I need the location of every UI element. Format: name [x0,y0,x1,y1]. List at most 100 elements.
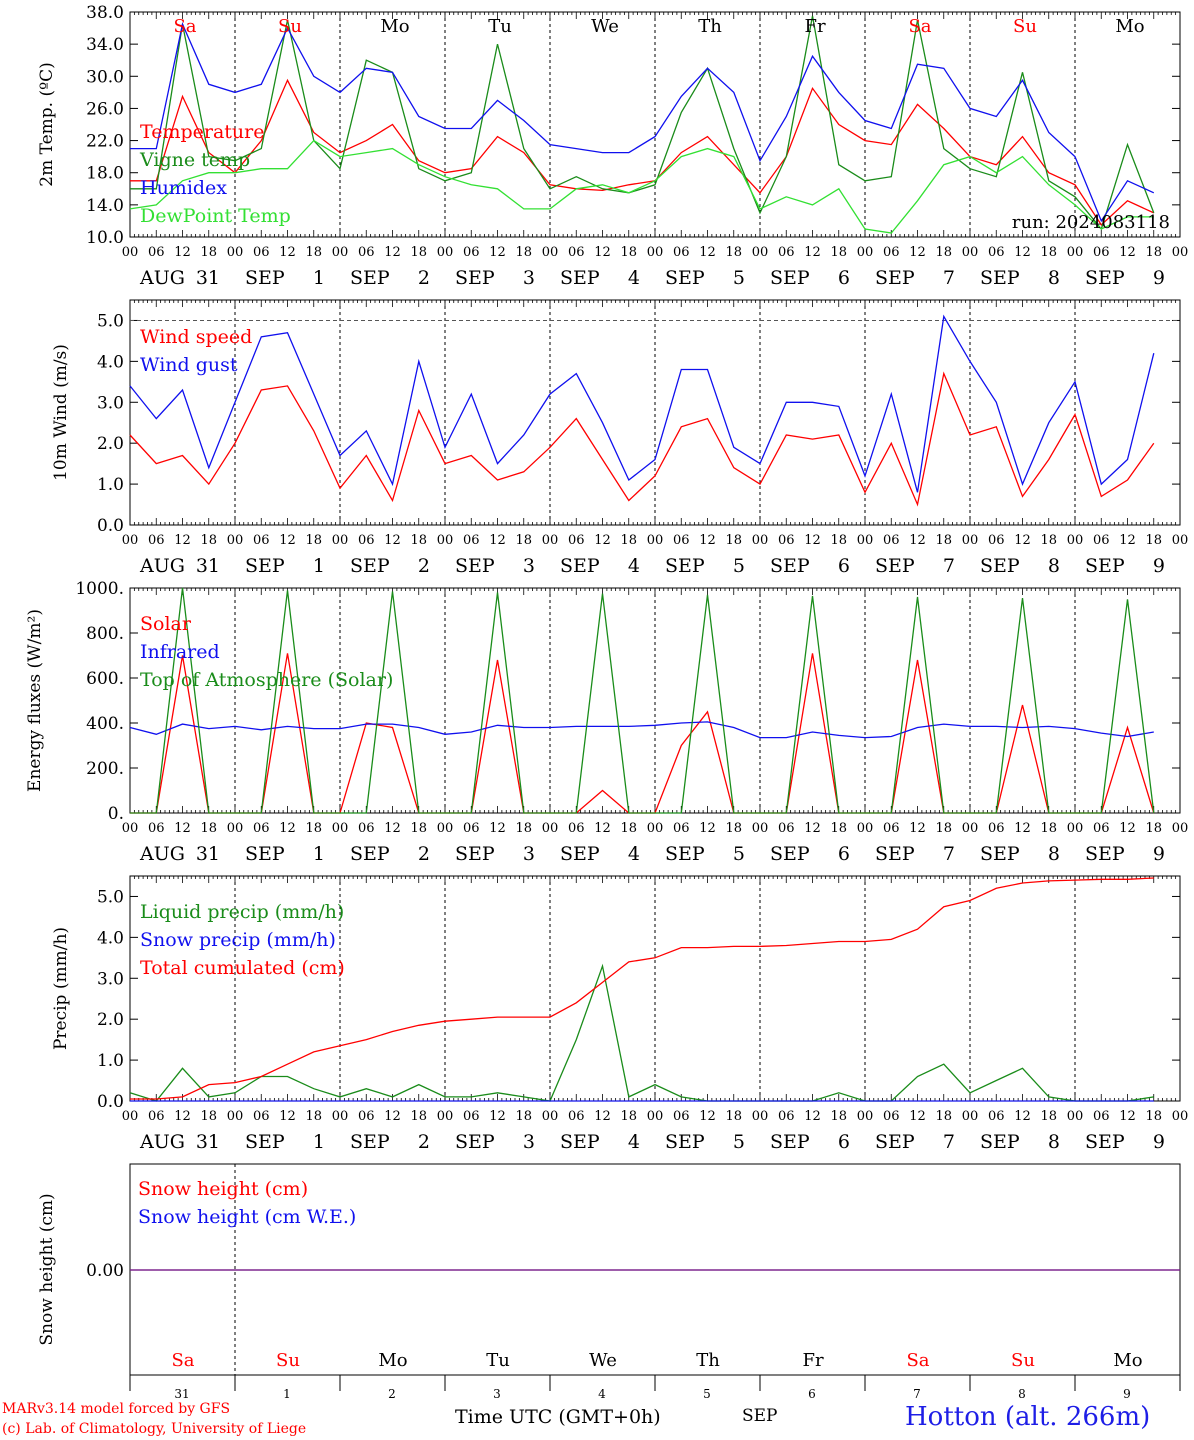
day-number: 8 [1018,1387,1026,1401]
day-name: Mo [1113,1350,1142,1371]
hour-label: 00 [542,245,559,260]
y-tick-label: 38.0 [86,3,124,23]
hour-label: 18 [620,533,637,548]
hour-label: 06 [673,533,690,548]
hour-label: 12 [384,1109,401,1124]
hour-label: 00 [227,821,244,836]
date-month-label: SEP [665,1131,705,1153]
panel-4 [129,875,1181,1102]
date-day-label: 9 [1153,555,1165,577]
hour-label: 00 [122,1109,139,1124]
hour-label: 00 [962,533,979,548]
hour-label: 18 [200,533,217,548]
legend-entry: Wind gust [140,354,238,376]
date-month-label: SEP [770,267,810,289]
hour-label: 12 [699,821,716,836]
run-annotation: run: 2024083118 [1012,212,1170,233]
y-tick-label: 22.0 [86,132,124,152]
hour-label: 18 [725,533,742,548]
y-tick-label: 200. [86,759,124,779]
hour-label: 12 [909,1109,926,1124]
hour-label: 12 [174,245,191,260]
hour-label: 18 [410,821,427,836]
hour-label: 00 [857,245,874,260]
y-tick-label: 3.0 [97,393,124,413]
y-tick-label: 400. [86,714,124,734]
legend-entry: DewPoint Temp [140,205,291,227]
hour-label: 06 [778,533,795,548]
hour-label: 12 [489,533,506,548]
time-axis-title: Time UTC (GMT+0h) [455,1406,661,1428]
hour-label: 06 [568,245,585,260]
hour-label: 00 [122,245,139,260]
legend-entry: Snow height (cm) [138,1178,308,1200]
date-month-label: SEP [560,555,600,577]
series-line [130,15,1155,231]
date-month-label: SEP [560,843,600,865]
hour-label: 00 [332,821,349,836]
hour-label: 18 [935,1109,952,1124]
date-month-label: SEP [665,267,705,289]
legend-entry: Total cumulated (cm) [140,957,345,979]
hour-label: 00 [227,245,244,260]
date-day-label: 1 [313,843,325,865]
hour-label: 12 [489,245,506,260]
hour-label: 18 [1040,245,1057,260]
hour-label: 06 [253,533,270,548]
day-number: 4 [598,1387,606,1401]
hour-label: 06 [883,821,900,836]
hour-label: 00 [1172,533,1189,548]
hour-label: 12 [594,1109,611,1124]
station-name: Hotton (alt. 266m) [905,1402,1151,1432]
date-month-label: AUG [139,843,185,865]
hour-label: 12 [804,245,821,260]
hour-label: 00 [1067,245,1084,260]
series-line [129,314,1155,493]
y-tick-label: 30.0 [86,67,124,87]
hour-label: 00 [227,533,244,548]
day-name: Th [696,1350,720,1371]
legend-entry: Infrared [140,641,220,663]
date-day-label: 1 [313,555,325,577]
hour-label: 00 [647,245,664,260]
date-day-label: 5 [733,267,745,289]
y-tick-label: 26.0 [86,99,124,119]
hour-label: 06 [673,1109,690,1124]
hour-label: 12 [384,245,401,260]
date-month-label: SEP [350,843,390,865]
date-month-label: SEP [980,555,1020,577]
hour-label: 18 [305,821,322,836]
y-tick-label: 800. [86,624,124,644]
hour-label: 00 [962,1109,979,1124]
date-day-label: 7 [943,843,955,865]
hour-label: 00 [437,533,454,548]
hour-label: 18 [725,1109,742,1124]
date-month-label: SEP [875,267,915,289]
day-number: 9 [1123,1387,1131,1401]
model-credit: MARv3.14 model forced by GFS [2,1401,231,1417]
day-name: Sa [908,16,931,37]
hour-label: 00 [437,1109,454,1124]
panel-1 [129,11,1181,238]
hour-label: 06 [778,245,795,260]
hour-label: 18 [305,1109,322,1124]
day-name: Th [698,16,722,37]
y-axis-label: 2m Temp. (ºC) [37,62,57,187]
date-day-label: 9 [1153,267,1165,289]
hour-label: 18 [410,1109,427,1124]
hour-label: 06 [253,245,270,260]
hour-label: 18 [725,821,742,836]
hour-label: 12 [699,1109,716,1124]
date-day-label: 8 [1048,1131,1060,1153]
hour-label: 06 [988,1109,1005,1124]
day-number: 1 [283,1387,291,1401]
hour-label: 12 [1119,533,1136,548]
day-number: 2 [388,1387,396,1401]
hour-label: 00 [122,533,139,548]
hour-label: 12 [384,533,401,548]
date-day-label: 7 [943,1131,955,1153]
y-axis-label: Snow height (cm) [37,1193,57,1345]
hour-label: 18 [1040,533,1057,548]
hour-label: 18 [725,245,742,260]
